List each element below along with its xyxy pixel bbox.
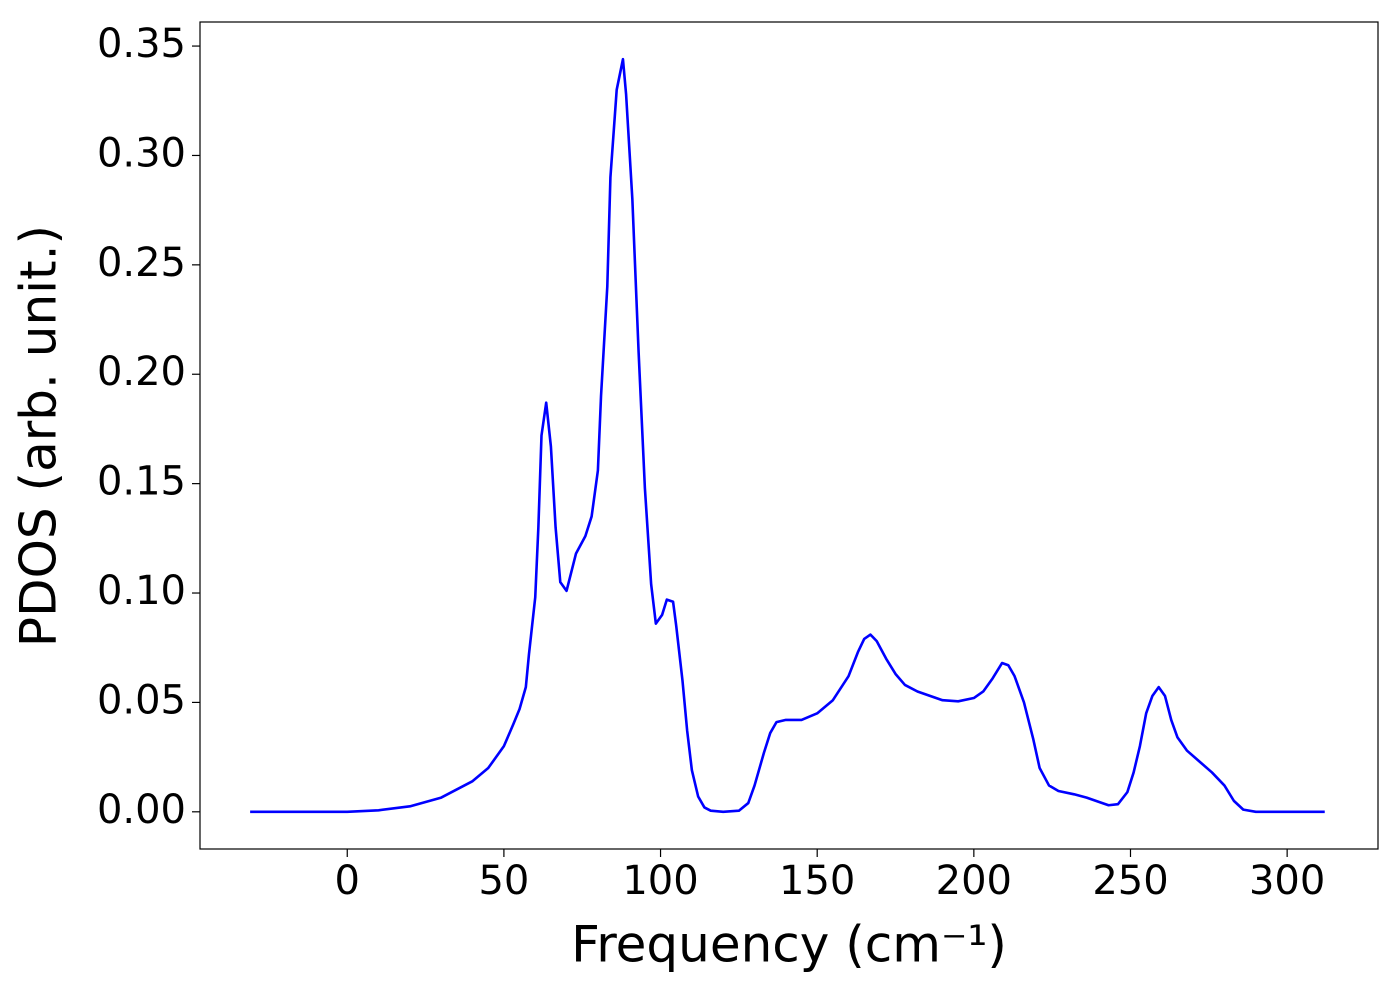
y-tick-label: 0.10 <box>97 568 186 614</box>
y-tick-label: 0.20 <box>97 349 186 395</box>
x-tick-label: 100 <box>622 858 698 904</box>
plot-frame <box>199 21 1379 850</box>
y-tick-label: 0.15 <box>97 459 186 505</box>
data-line <box>250 57 1325 814</box>
y-tick-label: 0.25 <box>97 240 186 286</box>
x-tick-label: 150 <box>779 858 855 904</box>
y-tick-label: 0.00 <box>97 787 186 833</box>
y-axis-label: PDOS (arb. unit.) <box>10 225 68 647</box>
x-tick-label: 200 <box>936 858 1012 904</box>
x-tick-label: 250 <box>1092 858 1168 904</box>
x-tick-label: 0 <box>335 858 360 904</box>
x-tick-label: 50 <box>478 858 529 904</box>
x-axis-label: Frequency (cm⁻¹) <box>571 916 1007 974</box>
y-tick-label: 0.05 <box>97 677 186 723</box>
x-tick-label: 300 <box>1249 858 1325 904</box>
y-tick-label: 0.30 <box>97 130 186 176</box>
y-tick-label: 0.35 <box>97 21 186 67</box>
